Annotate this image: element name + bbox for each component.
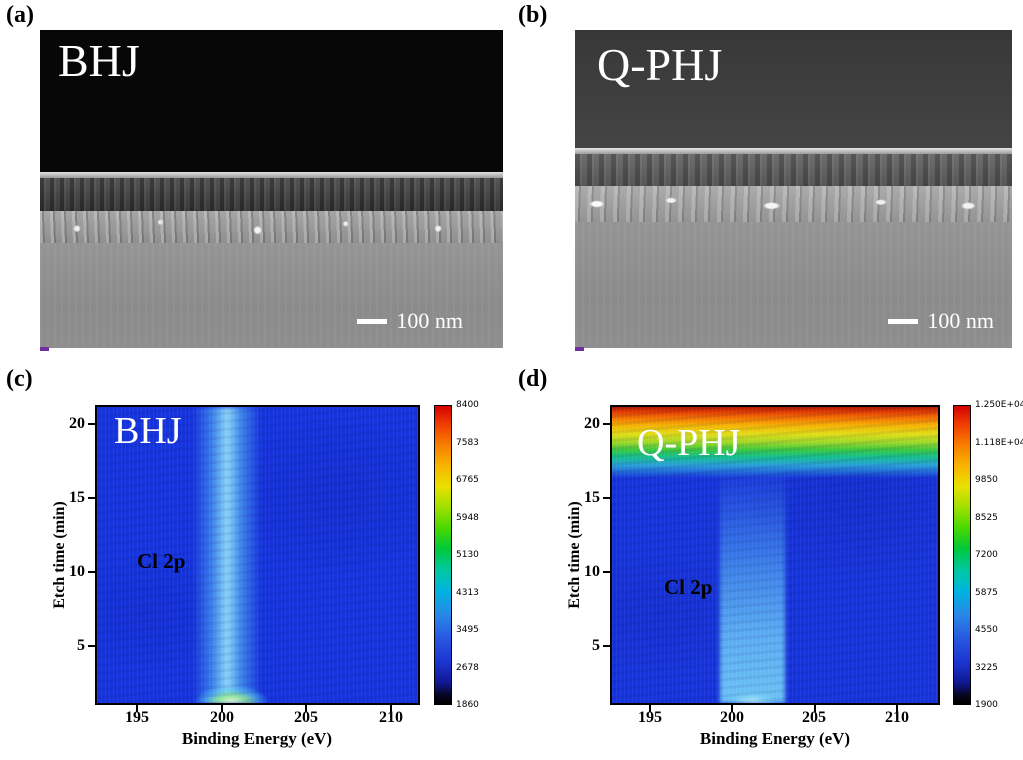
scalebar-label: 100 nm: [396, 308, 463, 333]
heatmap-c-noise: [97, 407, 418, 703]
sem-a-grain-layer: [40, 211, 503, 243]
panel-a-sem-image: BHJ 100 nm: [40, 30, 503, 348]
sem-b-film-layer: [575, 154, 1012, 186]
heatmap-c-bottom-hotspot: [190, 683, 274, 703]
scalebar-line: [888, 318, 919, 324]
panel-d-colorbar: [953, 405, 971, 705]
panel-a-sample-label: BHJ: [58, 35, 140, 86]
y-tickmark: [88, 645, 95, 647]
y-tick-label: 15: [584, 489, 600, 506]
colorbar-tick-label: 1860: [456, 700, 479, 710]
y-tickmark: [88, 423, 95, 425]
colorbar-tick-label: 5130: [456, 550, 479, 560]
panel-c-annotation: Cl 2p: [137, 549, 186, 573]
panel-d-chart: Etch time (min) Q-PHJ Cl 2p 20 15 10 5 1…: [511, 370, 1023, 760]
panel-d-sample-label: Q-PHJ: [637, 422, 741, 464]
colorbar-tick-label: 4313: [456, 587, 479, 598]
x-tickmark: [136, 705, 138, 712]
scalebar-label: 100 nm: [927, 308, 994, 333]
colorbar-tick-label: 3225: [975, 662, 998, 673]
sem-a-top-surface-line: [40, 172, 503, 178]
y-tickmark: [603, 645, 610, 647]
y-tick-label: 5: [592, 637, 600, 654]
heatmap-c-cl2p-band: [193, 407, 261, 703]
sem-b-grain-layer: [575, 186, 1012, 222]
panel-a-tag: (a): [6, 2, 34, 28]
colorbar-tick-label: 5875: [975, 587, 998, 598]
colorbar-tick-label: 1.118E+04: [975, 437, 1023, 448]
panel-d-annotation: Cl 2p: [664, 575, 713, 599]
x-tick-label: 210: [379, 709, 403, 726]
colorbar-tick-label: 3495: [456, 625, 479, 635]
x-tickmark: [649, 705, 651, 712]
panel-d-tag: (d): [518, 366, 548, 392]
x-tickmark: [390, 705, 392, 712]
panel-d-y-axis-label: Etch time (min): [566, 501, 583, 609]
panel-a-artifact-mark: [40, 347, 49, 351]
colorbar-tick-label: 2678: [456, 662, 479, 673]
colorbar-tick-label: 9850: [975, 475, 998, 485]
sem-b-substrate: [575, 222, 1012, 348]
panel-d-heatmap: Q-PHJ Cl 2p: [610, 405, 940, 705]
y-tickmark: [88, 571, 95, 573]
y-tickmark: [88, 497, 95, 499]
sem-a-film-layer: [40, 178, 503, 211]
x-tick-label: 205: [802, 709, 826, 726]
y-tick-label: 5: [77, 637, 85, 654]
y-tickmark: [603, 497, 610, 499]
heatmap-d-noise: [612, 407, 938, 703]
y-tickmark: [603, 571, 610, 573]
panel-c-x-axis-label: Binding Energy (eV): [181, 729, 333, 748]
panel-d-colorbar-labels: 1.250E+04 1.118E+04 9850 8525 7200 5875 …: [975, 400, 1023, 710]
heatmap-d-bottom-hotspot: [722, 689, 782, 703]
x-tick-label: 200: [720, 709, 744, 726]
y-tick-label: 10: [584, 563, 600, 580]
y-tick-label: 20: [584, 415, 600, 432]
panel-b-tag: (b): [518, 2, 548, 28]
heatmap-d-surface-band: [612, 407, 938, 479]
x-tick-label: 195: [125, 709, 149, 726]
panel-b-sample-label: Q-PHJ: [597, 39, 723, 90]
x-tick-label: 210: [885, 709, 909, 726]
panel-c-heatmap: BHJ Cl 2p: [95, 405, 420, 705]
y-tick-label: 10: [69, 563, 85, 580]
panel-c-sample-label: BHJ: [114, 410, 182, 452]
x-tickmark: [221, 705, 223, 712]
colorbar-tick-label: 5948: [456, 512, 479, 523]
colorbar-tick-label: 8400: [456, 400, 479, 410]
panel-c-chart: Etch time (min) BHJ Cl 2p 20 15 10 5 195…: [0, 370, 511, 760]
colorbar-tick-label: 4550: [975, 625, 998, 635]
x-tick-label: 200: [210, 709, 234, 726]
panel-c-colorbar-labels: 8400 7583 6765 5948 5130 4313 3495 2678 …: [456, 400, 511, 710]
sem-b-top-surface-line: [575, 148, 1012, 154]
x-tick-label: 195: [638, 709, 662, 726]
x-tickmark: [814, 705, 816, 712]
panel-c-tag: (c): [6, 366, 33, 392]
panel-c-y-axis-label: Etch time (min): [51, 501, 68, 609]
scalebar-line: [357, 318, 388, 324]
y-tick-label: 20: [69, 415, 85, 432]
x-tick-label: 205: [294, 709, 318, 726]
colorbar-tick-label: 1.250E+04: [975, 400, 1023, 410]
colorbar-tick-label: 8525: [975, 512, 998, 523]
panel-a-scalebar: 100 nm: [357, 308, 463, 334]
x-tickmark: [896, 705, 898, 712]
y-tick-label: 15: [69, 489, 85, 506]
sem-b-vacuum-region: [575, 30, 1012, 148]
panel-c-colorbar: [434, 405, 452, 705]
x-tickmark: [731, 705, 733, 712]
colorbar-tick-label: 7200: [975, 550, 998, 560]
panel-b-sem-image: Q-PHJ 100 nm: [575, 30, 1012, 348]
colorbar-tick-label: 6765: [456, 475, 479, 485]
panel-b-scalebar: 100 nm: [888, 308, 994, 334]
x-tickmark: [305, 705, 307, 712]
colorbar-tick-label: 1900: [975, 700, 998, 710]
sem-a-substrate: [40, 243, 503, 348]
y-tickmark: [603, 423, 610, 425]
sem-a-vacuum-region: [40, 30, 503, 172]
panel-d-x-axis-label: Binding Energy (eV): [699, 729, 851, 748]
panel-b-artifact-mark: [575, 347, 584, 351]
colorbar-tick-label: 7583: [456, 437, 479, 448]
